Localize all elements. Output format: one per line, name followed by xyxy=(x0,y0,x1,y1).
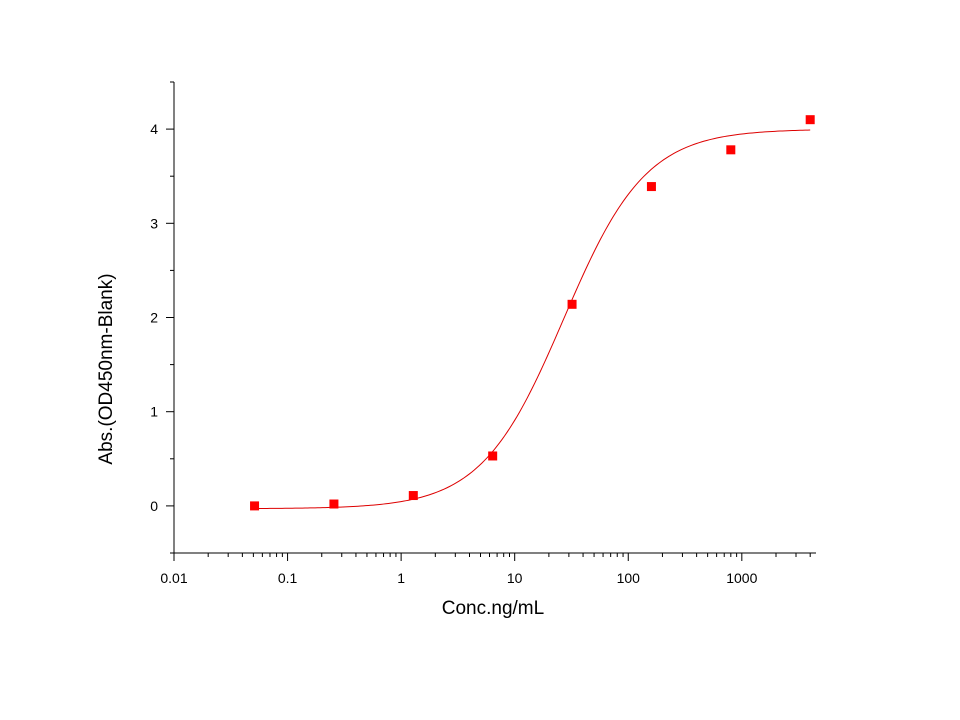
y-tick-label: 1 xyxy=(150,404,158,420)
data-point xyxy=(567,299,577,309)
x-ticks xyxy=(173,553,811,561)
x-axis-title: Conc.ng/mL xyxy=(442,598,544,619)
x-tick-label: 10 xyxy=(507,570,523,586)
x-tick-label: 0.1 xyxy=(278,570,298,586)
data-point xyxy=(726,145,736,155)
y-tick-label: 3 xyxy=(150,215,158,231)
x-tick-label: 100 xyxy=(617,570,641,586)
x-tick-label: 0.01 xyxy=(160,570,187,586)
y-axis-title: Abs.(OD450nm-Blank) xyxy=(96,273,117,464)
y-tick-label: 0 xyxy=(150,498,158,514)
data-point xyxy=(329,499,339,509)
y-tick-label: 4 xyxy=(150,121,158,137)
x-tick-labels: 0.01 0.1 1 10 100 1000 xyxy=(160,570,757,586)
y-ticks xyxy=(166,81,174,554)
data-point xyxy=(250,501,260,511)
axes xyxy=(173,82,816,554)
data-points xyxy=(250,115,815,511)
data-point xyxy=(488,451,498,461)
x-tick-label: 1 xyxy=(397,570,405,586)
fit-curve xyxy=(254,129,811,510)
y-tick-labels: 0 1 2 3 4 xyxy=(150,121,158,514)
y-tick-label: 2 xyxy=(150,310,158,326)
data-point xyxy=(805,115,815,125)
data-point xyxy=(646,182,656,192)
x-tick-label: 1000 xyxy=(726,570,757,586)
data-point xyxy=(408,491,418,501)
